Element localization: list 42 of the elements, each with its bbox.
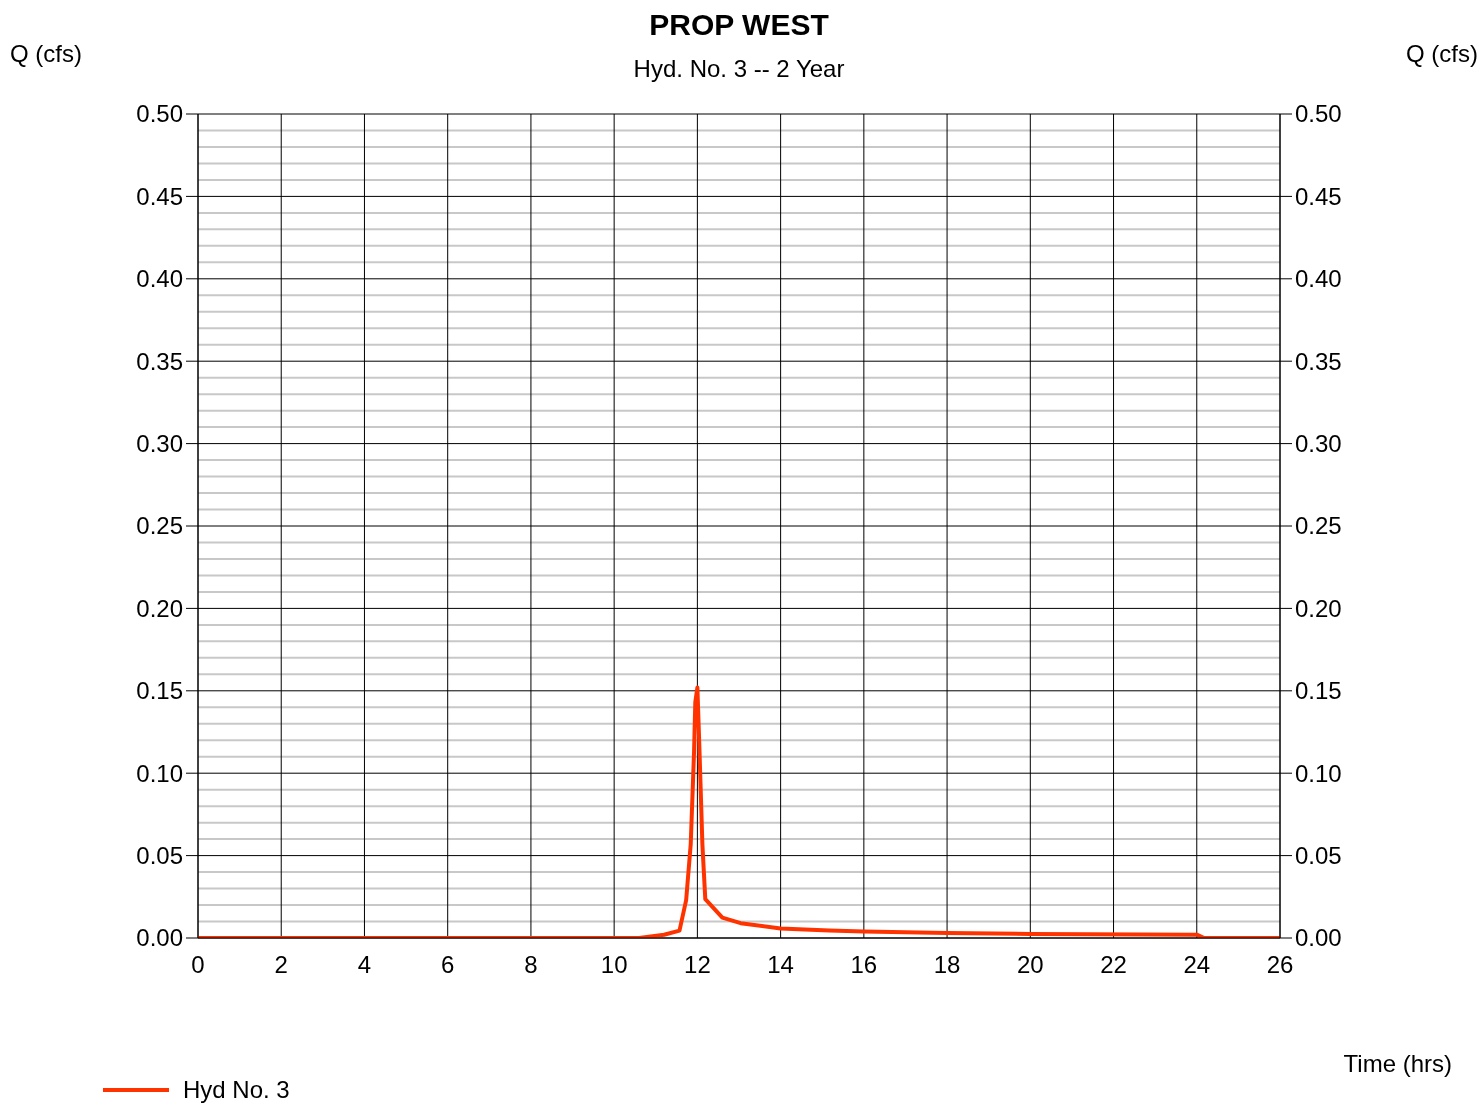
- y-axis-title: Q (cfs): [10, 40, 82, 68]
- y-tick-label: 0.40: [136, 265, 183, 293]
- y-tick-label: 0.15: [136, 677, 183, 705]
- x-tick-label: 6: [441, 951, 455, 979]
- x-tick-label: 18: [933, 951, 961, 979]
- y2-tick-label: 0.40: [1295, 265, 1342, 293]
- y-tick-label: 0.20: [136, 594, 183, 622]
- y2-tick-label: 0.20: [1295, 594, 1342, 622]
- x-tick-label: 8: [524, 951, 538, 979]
- y-tick-label: 0.25: [136, 512, 183, 540]
- y2-tick-label: 0.15: [1295, 677, 1342, 705]
- legend-label: Hyd No. 3: [183, 1076, 290, 1104]
- x-tick-label: 10: [600, 951, 628, 979]
- x-tick-label: 16: [850, 951, 878, 979]
- y-tick-label: 0.50: [136, 100, 183, 128]
- y-tick-label: 0.35: [136, 347, 183, 375]
- chart-subtitle: Hyd. No. 3 -- 2 Year: [633, 55, 845, 82]
- y2-tick-label: 0.30: [1295, 430, 1342, 457]
- x-tick-label: 0: [191, 951, 205, 979]
- x-tick-label: 24: [1183, 951, 1211, 979]
- y-tick-label: 0.30: [136, 430, 183, 457]
- y-tick-label: 0.10: [136, 759, 183, 787]
- y2-tick-label: 0.50: [1295, 100, 1342, 128]
- x-tick-label: 22: [1100, 951, 1127, 979]
- y-tick-label: 0.45: [136, 182, 183, 210]
- x-tick-label: 4: [357, 951, 372, 979]
- y-tick-label: 0.00: [136, 924, 183, 952]
- y2-tick-label: 0.25: [1295, 512, 1342, 540]
- x-tick-label: 2: [274, 951, 288, 979]
- y2-tick-label: 0.00: [1295, 924, 1342, 952]
- x-tick-label: 14: [767, 951, 794, 979]
- y-tick-label: 0.05: [136, 842, 183, 869]
- x-tick-label: 20: [1016, 951, 1044, 979]
- y2-tick-label: 0.45: [1295, 182, 1342, 210]
- x-tick-label: 26: [1266, 951, 1294, 979]
- x-axis-title: Time (hrs): [1343, 1050, 1452, 1078]
- y2-tick-label: 0.35: [1295, 347, 1342, 375]
- y2-tick-label: 0.10: [1295, 759, 1342, 787]
- chart-title: PROP WEST: [649, 8, 829, 41]
- y2-axis-title: Q (cfs): [1406, 40, 1478, 68]
- x-tick-label: 12: [684, 951, 711, 979]
- y2-tick-label: 0.05: [1295, 842, 1342, 869]
